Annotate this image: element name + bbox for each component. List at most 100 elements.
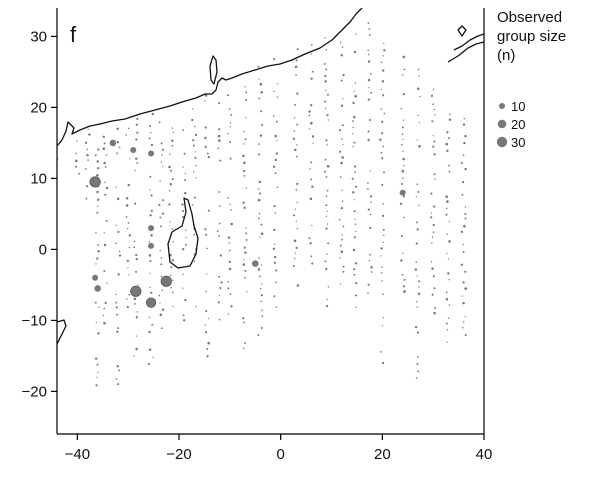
survey-sighting-4 bbox=[102, 314, 105, 317]
survey-sighting-3 bbox=[96, 160, 99, 163]
survey-sighting-30 bbox=[464, 167, 467, 171]
survey-sighting-16 bbox=[244, 85, 246, 88]
survey-sighting-9 bbox=[161, 212, 164, 215]
survey-sighting-21 bbox=[326, 253, 328, 255]
survey-sighting-11 bbox=[182, 216, 185, 219]
survey-sighting-11 bbox=[185, 229, 187, 231]
survey-sighting-27 bbox=[419, 95, 421, 98]
survey-sighting-11 bbox=[185, 236, 187, 239]
survey-sighting-15 bbox=[230, 209, 232, 211]
survey-sighting-20 bbox=[310, 121, 313, 125]
survey-sighting-24 bbox=[370, 201, 372, 203]
survey-sighting-19 bbox=[296, 182, 299, 186]
survey-sighting-23 bbox=[353, 199, 355, 201]
survey-sighting-13 bbox=[204, 228, 207, 231]
survey-sighting-5 bbox=[116, 365, 120, 368]
survey-sighting-4 bbox=[104, 181, 106, 184]
survey-sighting-12 bbox=[195, 177, 197, 179]
survey-sighting-29 bbox=[446, 329, 449, 331]
survey-sighting-2 bbox=[87, 128, 89, 130]
survey-sighting-17 bbox=[261, 123, 264, 127]
survey-sighting-16 bbox=[245, 227, 247, 229]
survey-sighting-2 bbox=[84, 168, 87, 170]
survey-sighting-3 bbox=[97, 198, 100, 201]
survey-sighting-3 bbox=[95, 321, 97, 324]
survey-sighting-22 bbox=[338, 218, 341, 221]
survey-sighting-16 bbox=[244, 116, 247, 119]
legend-title-line-3: (n) bbox=[497, 47, 515, 64]
survey-sighting-29 bbox=[445, 322, 448, 325]
survey-sighting-6 bbox=[128, 234, 132, 237]
survey-sighting-16 bbox=[244, 276, 246, 279]
survey-sighting-4 bbox=[103, 243, 107, 247]
survey-sighting-29 bbox=[446, 200, 449, 203]
survey-sighting-24 bbox=[368, 28, 371, 30]
survey-sighting-15 bbox=[227, 287, 230, 290]
survey-sighting-19 bbox=[295, 189, 298, 191]
survey-sighting-4 bbox=[105, 154, 108, 156]
survey-sighting-29 bbox=[446, 149, 449, 152]
survey-sighting-24 bbox=[369, 253, 372, 256]
y-tick-label: 0 bbox=[39, 241, 47, 258]
survey-sighting-22 bbox=[341, 138, 343, 140]
survey-sighting-9 bbox=[160, 225, 162, 228]
survey-sighting-9 bbox=[161, 289, 164, 292]
survey-sighting-30 bbox=[464, 334, 467, 337]
survey-sighting-27 bbox=[416, 363, 419, 365]
survey-sighting-6 bbox=[127, 267, 129, 269]
survey-sighting-3 bbox=[96, 211, 99, 214]
survey-sighting-24 bbox=[368, 86, 370, 89]
survey-sighting-13 bbox=[206, 348, 209, 350]
survey-sighting-30 bbox=[460, 161, 463, 164]
survey-sighting-20 bbox=[309, 168, 311, 170]
survey-sighting-19 bbox=[296, 48, 299, 51]
survey-sighting-20 bbox=[310, 178, 313, 181]
survey-sighting-23 bbox=[354, 262, 358, 265]
survey-sighting-15 bbox=[230, 305, 233, 308]
survey-sighting-13 bbox=[207, 341, 210, 345]
survey-sighting-12 bbox=[193, 196, 196, 199]
survey-sighting-11 bbox=[182, 273, 184, 276]
survey-sighting-24 bbox=[367, 292, 369, 295]
legend-marker-20 bbox=[497, 119, 507, 129]
survey-sighting-26 bbox=[402, 138, 404, 141]
survey-sighting-6 bbox=[127, 183, 130, 187]
survey-sighting-5 bbox=[117, 273, 120, 276]
survey-sighting-19 bbox=[293, 130, 296, 132]
survey-sighting-22 bbox=[340, 54, 344, 57]
survey-sighting-21 bbox=[325, 204, 328, 207]
survey-sighting-18 bbox=[276, 186, 279, 189]
legend-label-10: 10 bbox=[511, 99, 525, 114]
survey-sighting-9 bbox=[161, 154, 163, 156]
survey-sighting-17 bbox=[258, 212, 261, 215]
survey-sighting-18 bbox=[274, 134, 277, 138]
survey-sighting-24 bbox=[369, 226, 372, 230]
survey-sighting-6 bbox=[125, 197, 129, 200]
survey-sighting-25 bbox=[381, 132, 384, 135]
survey-sighting-7 bbox=[133, 355, 135, 357]
survey-sighting-23 bbox=[352, 101, 355, 105]
survey-sighting-28 bbox=[431, 236, 434, 238]
survey-sighting-27 bbox=[416, 228, 419, 231]
survey-sighting-6 bbox=[126, 227, 129, 230]
northeast-coast-segment bbox=[453, 33, 484, 51]
survey-sighting-28 bbox=[432, 134, 434, 137]
survey-sighting-8 bbox=[148, 330, 151, 334]
survey-sighting-4 bbox=[104, 166, 107, 168]
survey-sighting-30 bbox=[464, 134, 467, 138]
survey-sighting-9 bbox=[159, 313, 163, 317]
survey-sighting-19 bbox=[296, 284, 300, 287]
legend-label-20: 20 bbox=[511, 117, 525, 132]
survey-sighting-19 bbox=[293, 117, 296, 119]
survey-sighting-23 bbox=[353, 210, 356, 213]
survey-sighting-1 bbox=[75, 165, 78, 168]
survey-sighting-26 bbox=[402, 150, 404, 153]
survey-sighting-16 bbox=[243, 321, 245, 324]
survey-sighting-28 bbox=[432, 145, 435, 148]
survey-sighting-18 bbox=[272, 247, 276, 251]
survey-sighting-7 bbox=[135, 335, 138, 337]
survey-sighting-27 bbox=[415, 242, 418, 245]
survey-sighting-12 bbox=[194, 156, 197, 159]
survey-sighting-27 bbox=[416, 331, 420, 334]
survey-sighting-23 bbox=[353, 50, 357, 54]
